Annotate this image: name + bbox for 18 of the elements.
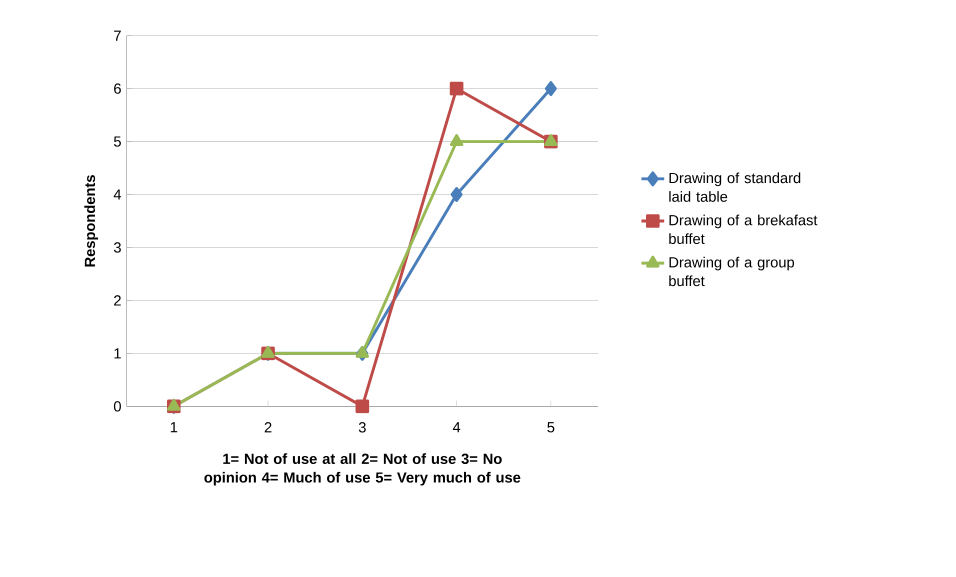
- y-tick-label: 4: [114, 189, 122, 200]
- y-tick-label: 5: [114, 136, 121, 147]
- y-axis-title: Respondents: [84, 175, 98, 266]
- legend-label: Drawing of a brekafast buffet: [669, 214, 818, 244]
- y-tick-label: 7: [114, 30, 121, 41]
- y-tick-label: 3: [114, 242, 121, 253]
- y-tick-label: 2: [114, 295, 121, 306]
- x-tick-label: 1: [170, 422, 178, 432]
- x-axis-title: 1= Not of use at all 2= Not of use 3= No opinion 4= Much of use 5= Very much of use: [204, 453, 520, 486]
- y-tick-label: 6: [114, 83, 121, 94]
- x-tick-label: 5: [547, 422, 554, 432]
- x-tick-label: 3: [358, 422, 366, 433]
- legend-label: Drawing of standard laid table: [669, 172, 800, 202]
- x-tick-label: 2: [264, 422, 272, 432]
- y-tick-label: 1: [114, 348, 121, 358]
- legend-label: Drawing of a group buffet: [669, 256, 794, 286]
- x-tick-label: 4: [452, 422, 460, 432]
- y-tick-label: 0: [114, 401, 121, 412]
